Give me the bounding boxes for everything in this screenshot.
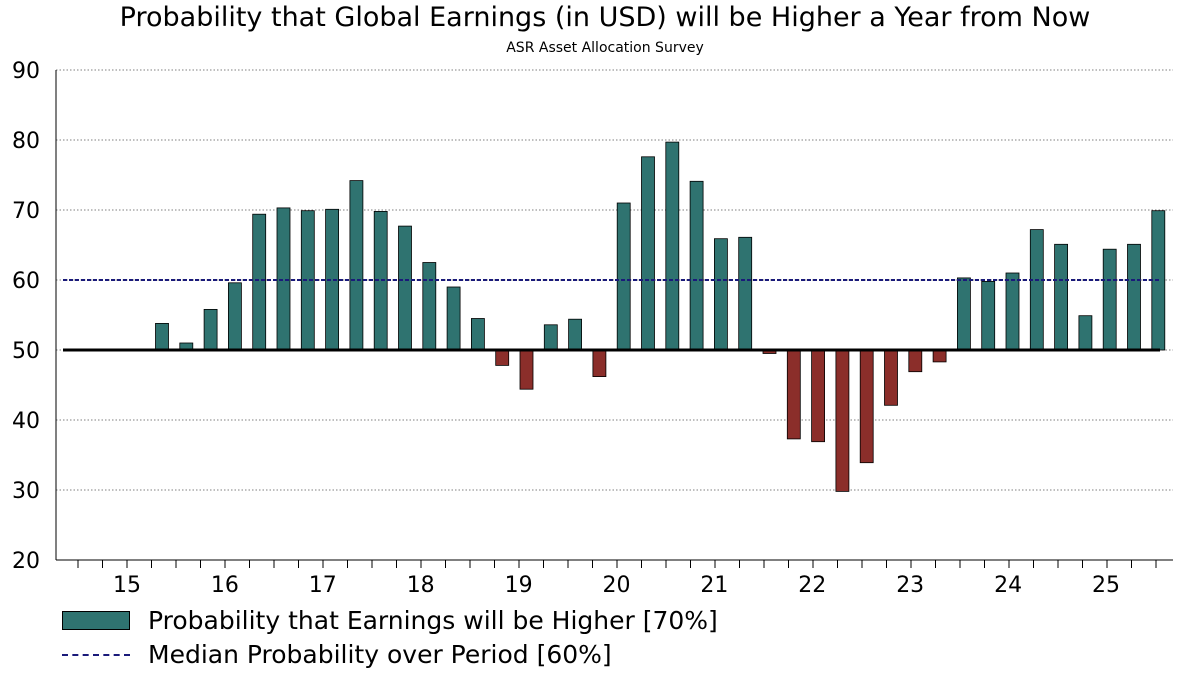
y-tick-label: 20 <box>12 549 40 574</box>
bar <box>495 349 510 366</box>
bar <box>252 213 267 351</box>
bar <box>446 286 461 351</box>
bar <box>155 322 169 351</box>
y-tick-label: 70 <box>12 199 40 224</box>
x-tick-label: 15 <box>113 573 141 598</box>
x-tick-label: 21 <box>700 573 728 598</box>
bar <box>884 349 898 406</box>
bar <box>738 236 753 351</box>
bar <box>227 282 242 351</box>
chart-title: Probability that Global Earnings (in USD… <box>119 2 1091 33</box>
bar <box>568 318 582 351</box>
bar <box>932 349 947 363</box>
x-tick-label: 19 <box>505 573 533 598</box>
bar <box>616 202 631 351</box>
bar <box>689 180 704 351</box>
legend-item-median: Median Probability over Period [60%] <box>62 640 612 669</box>
bar <box>859 349 874 464</box>
bar <box>470 318 485 351</box>
legend-item-bars: Probability that Earnings will be Higher… <box>62 606 718 635</box>
bar <box>835 349 850 492</box>
bar <box>981 280 996 351</box>
bar <box>1078 315 1093 351</box>
bar <box>543 324 558 351</box>
bar <box>1102 248 1117 351</box>
x-tick-label: 25 <box>1092 573 1120 598</box>
y-tick-label: 60 <box>12 269 40 294</box>
bar <box>519 349 534 390</box>
bar <box>665 141 680 351</box>
bar <box>276 207 291 351</box>
x-tick-label: 16 <box>211 573 239 598</box>
x-tick-label: 23 <box>896 573 924 598</box>
legend-swatch-bars <box>62 611 130 630</box>
bar <box>908 349 923 373</box>
legend-label-bars: Probability that Earnings will be Higher… <box>148 606 718 635</box>
bar <box>203 308 218 351</box>
bar-chart: 20 30 40 50 60 70 80 90 15 16 17 18 19 20 21 22 23 24 25 <box>12 59 1173 598</box>
bar <box>422 262 437 351</box>
x-tick-label: 22 <box>798 573 826 598</box>
bar <box>1029 229 1044 351</box>
bar <box>641 156 655 351</box>
legend-label-median: Median Probability over Period [60%] <box>148 640 612 669</box>
y-tick-label: 40 <box>12 409 40 434</box>
x-tick-label: 17 <box>309 573 337 598</box>
bar <box>349 180 364 351</box>
bar <box>1005 272 1020 351</box>
bar <box>957 277 971 351</box>
chart-subtitle: ASR Asset Allocation Survey <box>506 40 704 56</box>
bar <box>398 225 412 351</box>
bar <box>1127 243 1141 351</box>
x-tick-label: 18 <box>407 573 435 598</box>
bar <box>811 349 825 443</box>
x-tick-label: 24 <box>994 573 1022 598</box>
y-tick-label: 80 <box>12 129 40 154</box>
y-tick-label: 50 <box>12 339 40 364</box>
x-tick-label: 20 <box>603 573 631 598</box>
legend-swatch-median <box>62 653 130 656</box>
bar <box>786 349 801 440</box>
y-tick-label: 30 <box>12 479 40 504</box>
y-tick-label: 90 <box>12 59 40 84</box>
bar <box>1054 243 1068 351</box>
bar <box>592 349 607 378</box>
bar <box>714 238 728 351</box>
